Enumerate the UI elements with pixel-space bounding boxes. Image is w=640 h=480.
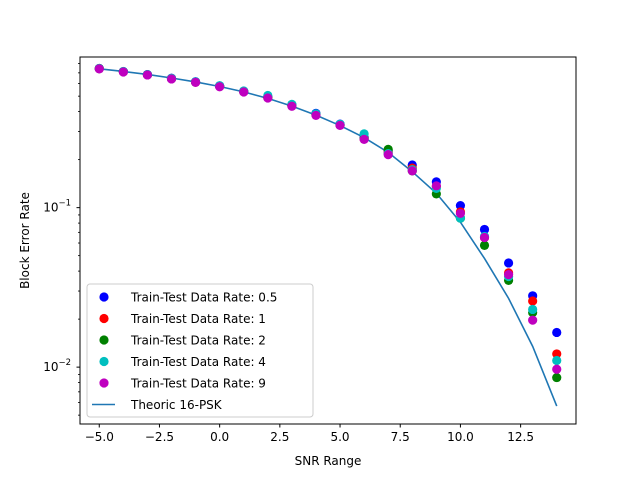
x-tick-label: 0.0 xyxy=(210,430,229,444)
y-axis-label: Block Error Rate xyxy=(18,192,32,289)
data-point-series-4 xyxy=(431,181,441,191)
data-point-series-4 xyxy=(455,208,466,219)
x-tick-label: 2.5 xyxy=(270,430,289,444)
data-point-series-4 xyxy=(335,120,345,130)
x-tick-label: −2.5 xyxy=(145,430,174,444)
legend-label: Train-Test Data Rate: 2 xyxy=(130,334,266,348)
x-tick-label: 10.0 xyxy=(447,430,474,444)
plot-area xyxy=(94,63,562,407)
data-point-series-1 xyxy=(552,349,562,359)
y-tick-label: 10−2 xyxy=(43,358,71,374)
legend-marker-swatch xyxy=(99,313,109,324)
legend-box xyxy=(86,283,314,418)
legend: Train-Test Data Rate: 0.5 Train-Test Data… xyxy=(86,283,314,418)
data-point-series-4 xyxy=(528,315,538,325)
data-point-series-4 xyxy=(166,74,177,84)
y-tick-exponent: −2 xyxy=(58,358,71,368)
data-point-series-0 xyxy=(503,258,514,268)
data-point-series-4 xyxy=(215,82,225,92)
y-tick-exponent: −1 xyxy=(58,199,71,209)
data-point-series-1 xyxy=(528,296,538,306)
y-tick-label: 10−1 xyxy=(43,199,71,215)
x-axis-label: SNR Range xyxy=(295,454,362,468)
legend-marker-swatch xyxy=(99,356,109,367)
data-point-series-4 xyxy=(311,110,321,120)
legend-label: Train-Test Data Rate: 0.5 xyxy=(130,291,277,305)
data-point-series-0 xyxy=(552,327,562,338)
data-point-series-0 xyxy=(455,200,466,211)
data-point-series-0 xyxy=(479,224,490,235)
axes: −5.0 −2.5 0.0 2.5 5.0 7.5 10.0 12.510−110−2 xyxy=(43,56,577,444)
x-tick-label: 12.5 xyxy=(507,430,534,444)
y-tick-base: 10 xyxy=(43,201,58,215)
data-point-series-2 xyxy=(552,372,562,383)
data-point-series-2 xyxy=(479,240,490,250)
data-point-series-4 xyxy=(383,150,393,160)
data-point-series-4 xyxy=(239,87,249,97)
x-tick-label: 7.5 xyxy=(391,430,410,444)
data-point-series-4 xyxy=(190,77,201,87)
data-point-series-4 xyxy=(118,67,128,77)
legend-label: Train-Test Data Rate: 9 xyxy=(130,377,266,391)
data-point-series-4 xyxy=(263,93,273,103)
x-tick-label: −5.0 xyxy=(85,430,114,444)
legend-marker-swatch xyxy=(99,292,109,302)
data-point-series-4 xyxy=(287,101,297,111)
legend-label: Train-Test Data Rate: 4 xyxy=(130,355,266,369)
data-point-series-3 xyxy=(552,355,562,366)
data-point-series-4 xyxy=(552,364,562,374)
data-point-series-4 xyxy=(479,232,490,243)
data-point-series-4 xyxy=(94,64,104,74)
axes-frame xyxy=(79,56,577,425)
data-point-series-4 xyxy=(407,166,417,176)
legend-marker-swatch xyxy=(99,335,109,345)
y-tick-base: 10 xyxy=(43,360,58,374)
data-point-series-4 xyxy=(142,70,153,80)
data-point-series-3 xyxy=(528,304,538,315)
legend-label: Theoric 16-PSK xyxy=(130,398,223,412)
data-point-series-4 xyxy=(503,270,514,280)
data-point-series-4 xyxy=(359,134,369,144)
legend-label: Train-Test Data Rate: 1 xyxy=(130,312,266,326)
legend-marker-swatch xyxy=(99,378,109,388)
x-tick-label: 5.0 xyxy=(330,430,349,444)
